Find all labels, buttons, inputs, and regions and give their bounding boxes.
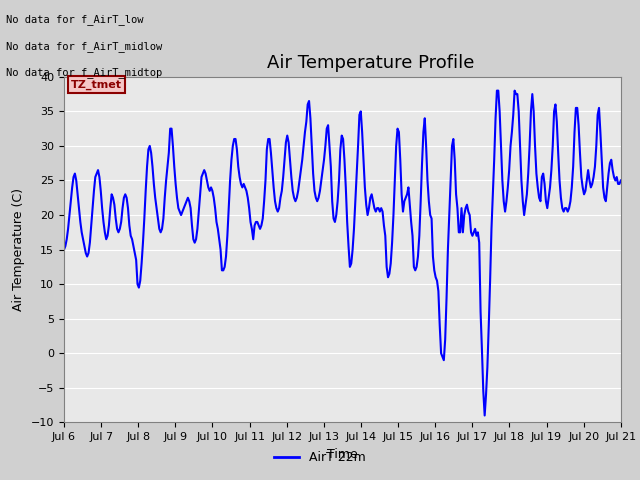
Text: No data for f_AirT_low: No data for f_AirT_low xyxy=(6,14,144,25)
Text: No data for f_AirT_midtop: No data for f_AirT_midtop xyxy=(6,67,163,78)
Y-axis label: Air Temperature (C): Air Temperature (C) xyxy=(12,188,26,311)
Text: TZ_tmet: TZ_tmet xyxy=(71,80,122,90)
Text: No data for f_AirT_midlow: No data for f_AirT_midlow xyxy=(6,41,163,52)
X-axis label: Time: Time xyxy=(327,448,358,461)
Legend: AirT 22m: AirT 22m xyxy=(269,446,371,469)
Title: Air Temperature Profile: Air Temperature Profile xyxy=(266,54,474,72)
